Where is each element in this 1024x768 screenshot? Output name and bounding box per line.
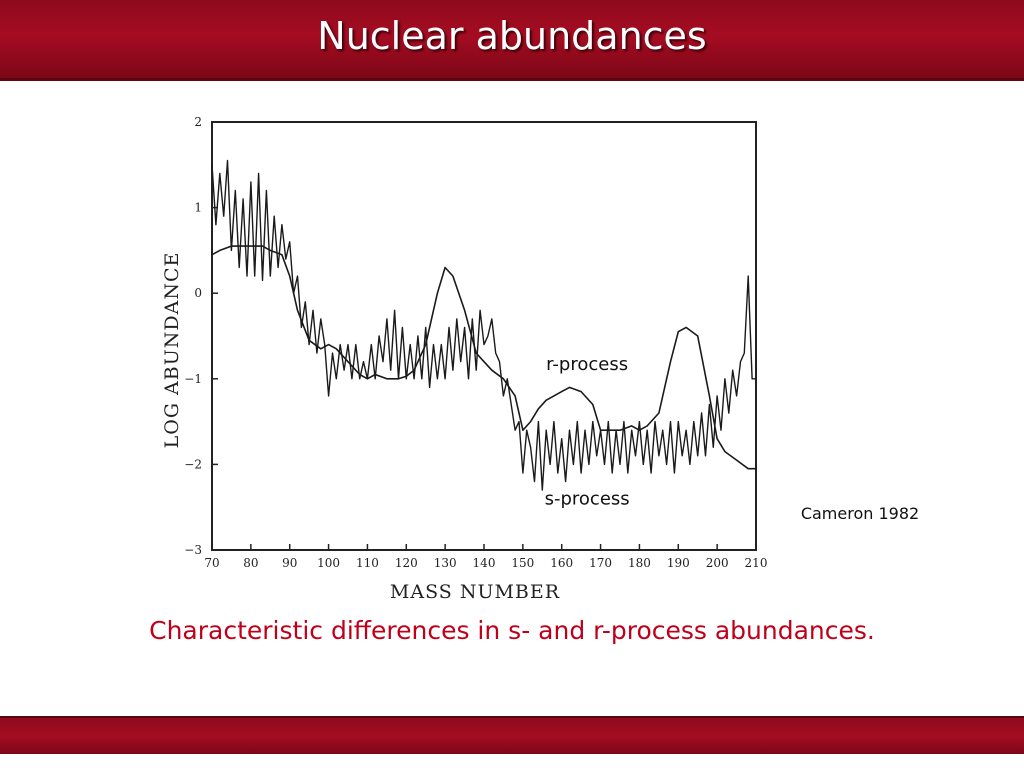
x-axis-label: MASS NUMBER — [390, 581, 560, 603]
r-process-annotation: r-process — [546, 354, 628, 375]
citation: Cameron 1982 — [801, 504, 919, 523]
y-tick-label: 2 — [194, 115, 202, 129]
y-axis-label: LOG ABUNDANCE — [161, 252, 183, 449]
x-tick-label: 70 — [204, 556, 219, 570]
y-tick-label: −1 — [184, 372, 202, 386]
x-tick-label: 80 — [243, 556, 258, 570]
x-tick-label: 160 — [550, 556, 573, 570]
y-tick-label: 0 — [194, 286, 202, 300]
s-process-annotation: s-process — [545, 489, 630, 510]
r-process-line — [211, 245, 756, 470]
x-tick-label: 210 — [745, 556, 768, 570]
caption: Characteristic differences in s- and r-p… — [149, 616, 875, 645]
x-tick-label: 190 — [667, 556, 690, 570]
x-tick-label: 150 — [511, 556, 534, 570]
y-tick-label: 1 — [194, 201, 202, 215]
s-process-line — [211, 159, 756, 491]
footer-bar — [0, 716, 1024, 754]
x-tick-label: 100 — [317, 556, 340, 570]
x-tick-label: 130 — [434, 556, 457, 570]
x-tick-label: 120 — [395, 556, 418, 570]
x-tick-label: 180 — [628, 556, 651, 570]
y-tick-label: −2 — [184, 457, 202, 471]
y-tick-label: −3 — [184, 543, 202, 557]
x-tick-label: 200 — [706, 556, 729, 570]
x-tick-label: 110 — [356, 556, 379, 570]
slide-title: Nuclear abundances — [317, 14, 707, 58]
x-tick-label: 90 — [282, 556, 297, 570]
x-tick-label: 140 — [473, 556, 496, 570]
title-bar: Nuclear abundances — [0, 0, 1024, 81]
x-tick-label: 170 — [589, 556, 612, 570]
plot-frame — [211, 121, 757, 551]
